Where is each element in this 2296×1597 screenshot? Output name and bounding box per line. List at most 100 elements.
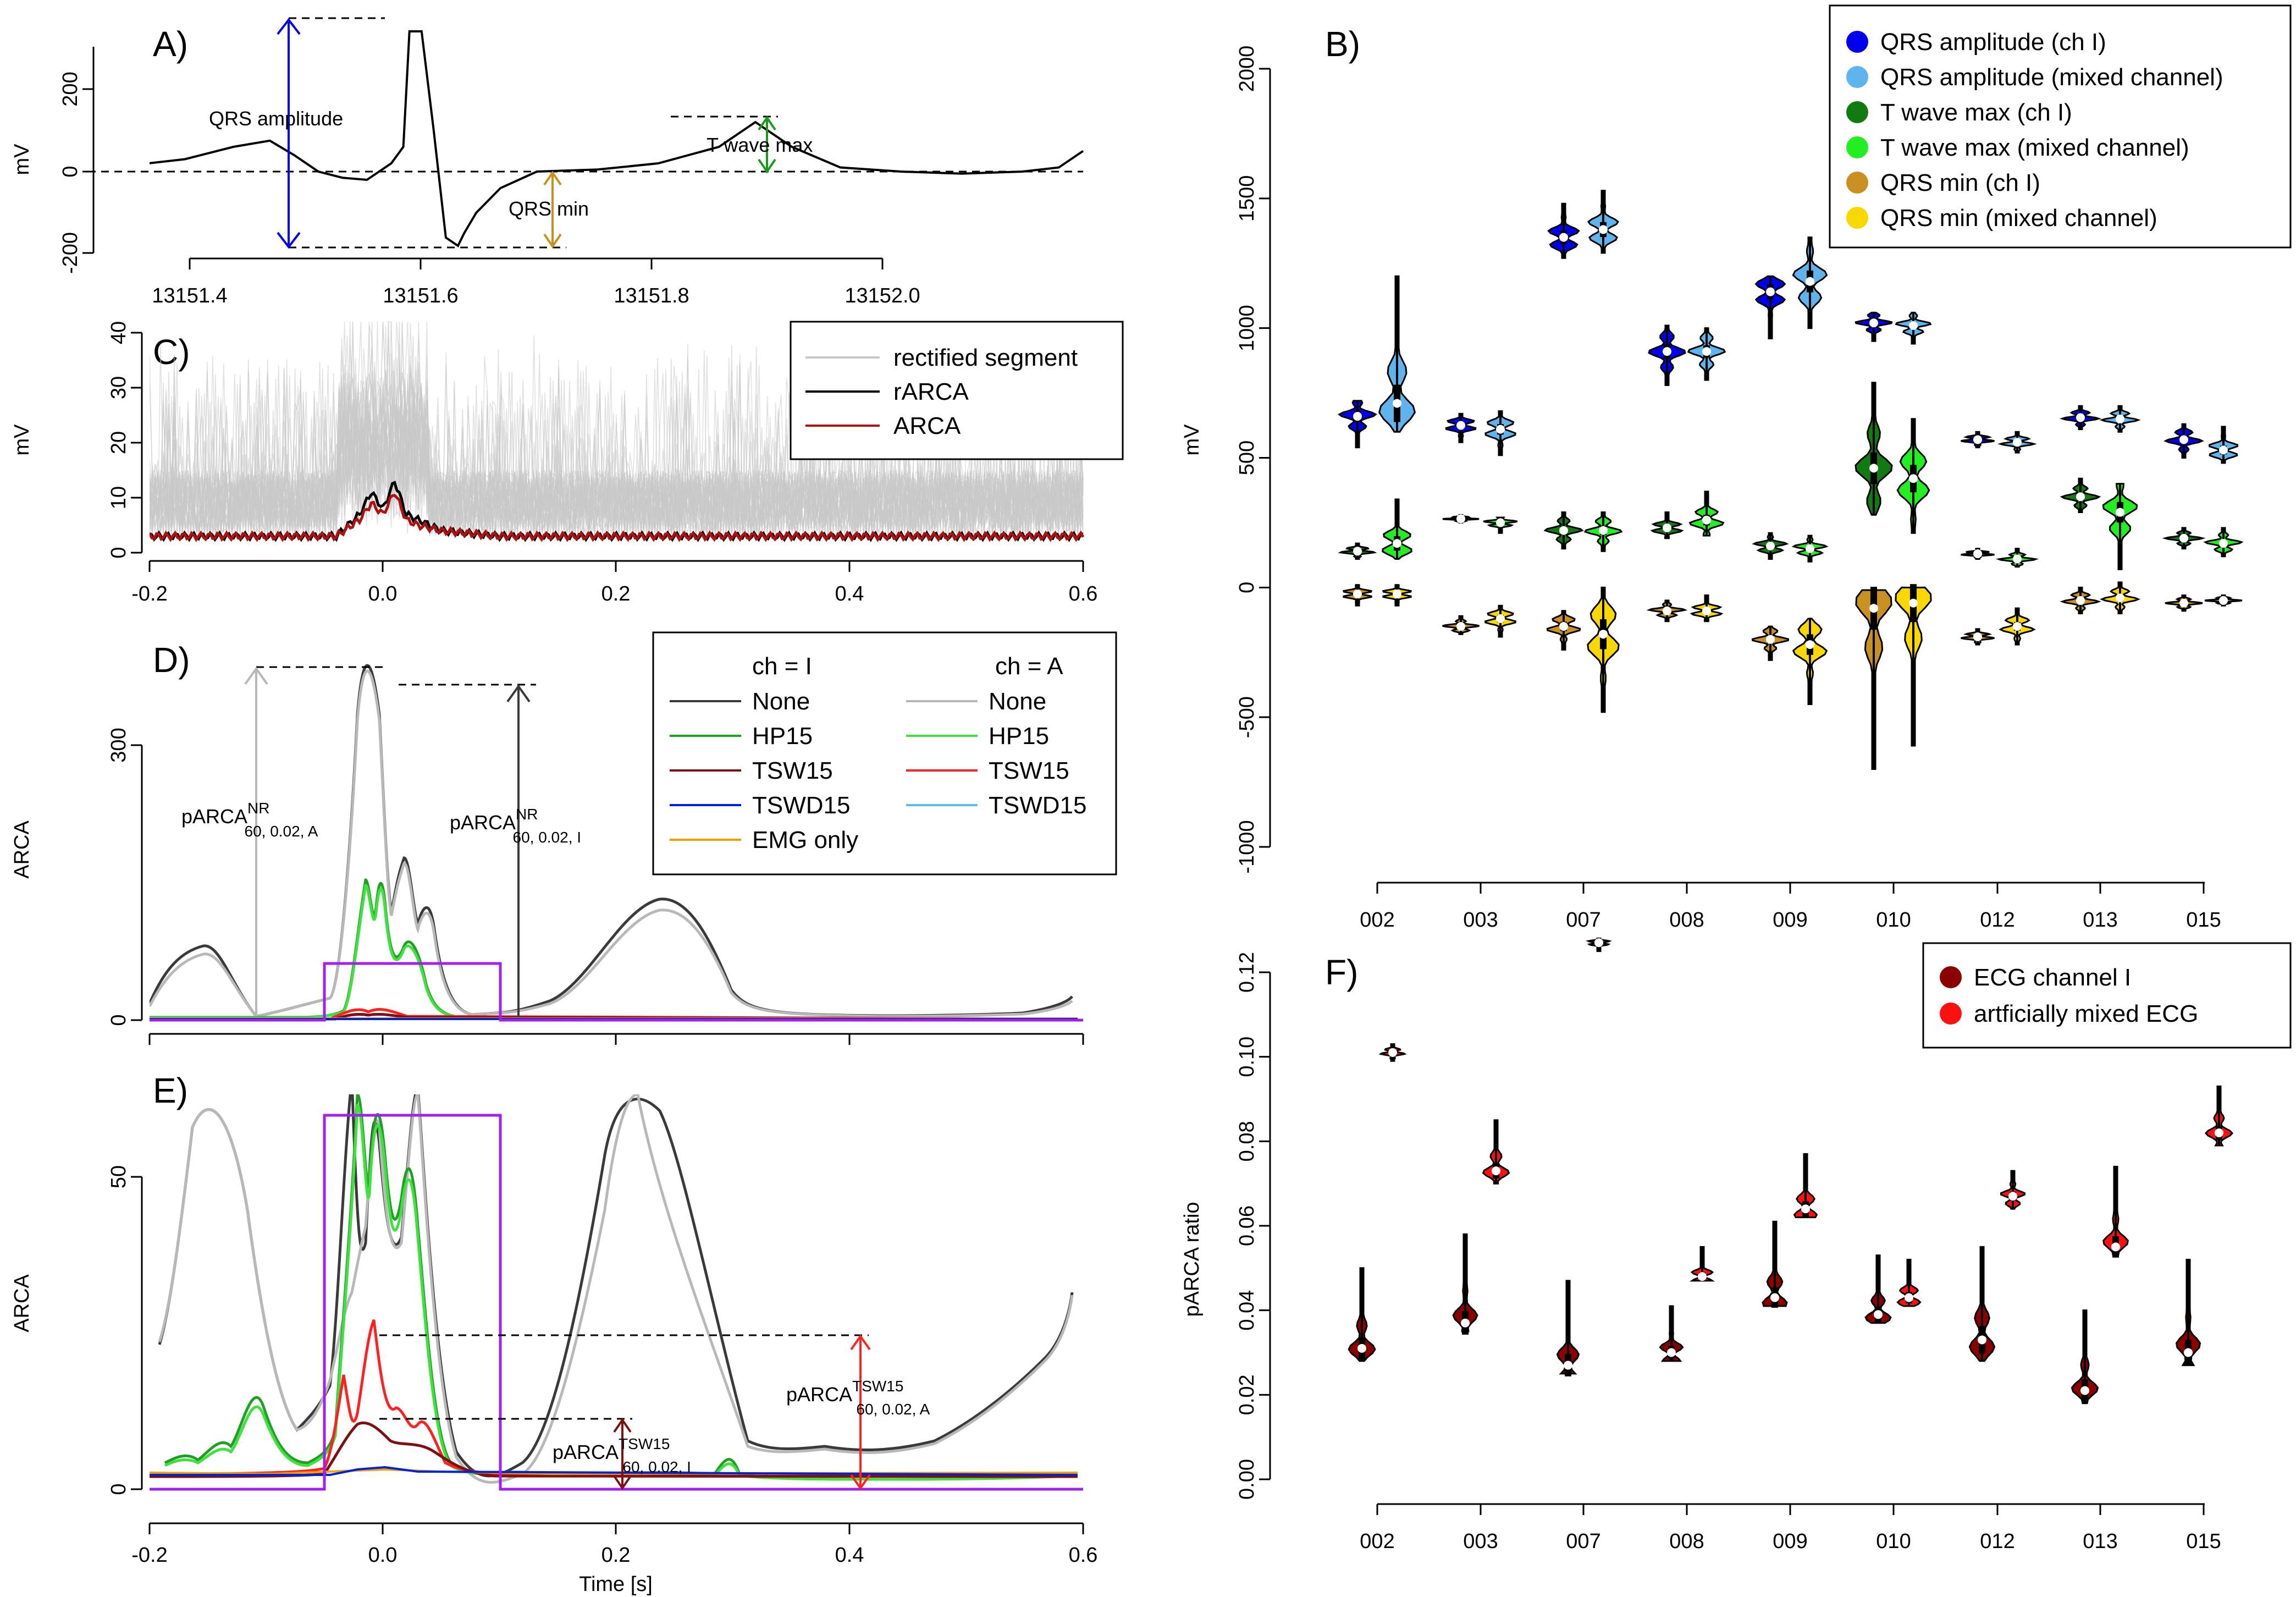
panel-e-traces [150,1094,1083,1491]
panel-d-legend-item: HP15 [989,723,1049,750]
rectified-segment-line [150,321,1084,535]
panel-c-label: C) [153,332,190,372]
panel-c-xtick-label: 0.2 [601,582,631,605]
panel-d-hp15-i-line [150,878,1078,1021]
panel-e-xtick-label: 0.0 [368,1544,398,1567]
ytick-label: 0.12 [1235,952,1259,993]
violin-median-point [1456,514,1465,524]
violin-median-point [1461,1318,1470,1328]
violin-median-point [1599,225,1608,234]
category-label: 013 [2083,1530,2117,1553]
category-label: 015 [2186,908,2221,932]
violin-median-point [1663,523,1671,532]
violin-median-point [2076,492,2085,502]
panel-c-xtick-label: 0.4 [835,582,864,605]
panel-f-legend: ECG channel I artficially mixed ECG [1922,942,2292,1049]
panel-e-tswd15-line [150,1466,1078,1476]
ytick-label: 0.10 [1235,1037,1259,1077]
panel-e-ylabel: ARCA [10,1274,34,1332]
violin-median-point [1806,640,1814,649]
violin-median-point [2179,533,2188,543]
violin-median-point [1806,277,1814,286]
ytick-label: 2000 [1235,46,1259,92]
violin-median-point [1973,435,1982,444]
panel-e: E) ARCA 0 50 -0.2 0.0 0.2 0.4 0.6 Time [… [10,1071,1097,1596]
panel-c-arca-line [150,494,1084,542]
category-label: 003 [1463,1530,1498,1553]
panel-d-legend-item: TSWD15 [989,792,1086,819]
violin-median-point [2116,508,2124,517]
panel-d-legend-item: HP15 [752,723,813,750]
panel-e-xlabel: Time [s] [579,1573,653,1596]
ytick-label: -1000 [1235,820,1259,873]
violin-median-point [1905,1293,1913,1302]
violin-median-point [1559,526,1568,535]
panel-f: F) pARCA ratio 0.000.020.040.060.080.100… [1180,937,2292,1553]
panel-c: C) mV 0 10 20 30 40 -0.2 0.0 0.2 0.4 0.6… [10,321,1124,605]
violin-median-point [1456,421,1465,430]
panel-e-hp15-a-line [164,1104,1073,1481]
violin-median-point [1496,518,1505,527]
violin-median-point [1559,233,1568,242]
category-label: 007 [1566,1530,1600,1553]
violin-median-point [2184,1348,2193,1357]
violin-median-point [1353,547,1362,556]
violin-median-point [2116,593,2124,603]
panel-f-xticks: 002 003 007 008 009 010 012 013 015 [1360,1504,2221,1553]
category-label: 012 [1980,908,2014,932]
panel-c-xtick-label: 0.0 [368,582,398,605]
panel-f-ylabel: pARCA ratio [1180,1202,1204,1317]
category-label: 012 [1980,1530,2014,1553]
violin-median-point [2219,596,2228,605]
ytick-label: 0.06 [1235,1205,1259,1246]
panel-a-xtick-label: 13151.6 [383,284,458,307]
violin-median-point [1594,938,1603,948]
panel-e-tsw15-a-line [150,1319,1078,1478]
panel-a-twave-label: T wave max [707,134,813,156]
panel-c-legend-rectified: rectified segment [893,344,1078,371]
violin-median-point [1663,606,1671,615]
category-label: 008 [1669,1530,1704,1553]
panel-d-tsw15-a-line [150,1007,1078,1021]
panel-e-label: E) [153,1071,188,1110]
panel-d-none-a-line [150,669,1073,1018]
violin-median-point [2111,1242,2120,1252]
panel-b-legend-item: T wave max (mixed channel) [1880,134,2189,161]
violin-median-point [1559,622,1568,631]
panel-d-ytick-label: 300 [107,728,130,762]
violin-median-point [1393,590,1401,599]
panel-d-legend-header-i: ch = I [752,653,812,680]
category-label: 003 [1463,908,1498,932]
violin-median-point [1702,606,1711,615]
panel-c-ytick-label: 20 [107,431,130,454]
violin-median-point [2076,413,2085,422]
panel-e-xticks [148,1523,1084,1534]
category-label: 009 [1773,1530,1807,1553]
panel-a: A) mV 200 0 -200 13151.4 13151.6 13151.8… [10,17,1084,307]
panel-d-legend-item: TSW15 [989,757,1069,784]
violin-median-point [2179,598,2188,608]
panel-b-legend-item: T wave max (ch I) [1880,99,2072,126]
panel-d-legend-item: None [989,688,1046,715]
panel-a-twave-arrowheads [758,115,776,174]
panel-c-yticks [131,332,142,554]
panel-b-xticks: 002 003 007 008 009 010 012 013 015 [1360,883,2221,932]
panel-b-violins [1338,190,2244,770]
panel-f-violins [1348,937,2234,1405]
panel-d-legend: ch = I ch = A None HP15 TSW15 TSWD15 EMG… [652,631,1117,875]
category-label: 002 [1360,1530,1394,1553]
panel-c-ytick-label: 10 [107,486,130,509]
violin-median-point [1564,1361,1572,1370]
violin-median-point [2008,1192,2017,1201]
ytick-label: 1500 [1235,175,1259,222]
panel-a-ylabel: mV [10,144,34,175]
panel-d-tsw15-i-line [150,1012,1078,1021]
violin-median-point [1978,1335,1986,1345]
panel-f-legend-item: artficially mixed ECG [1974,1000,2198,1027]
panel-c-ylabel: mV [10,424,34,456]
panel-d-hp15-a-line [150,884,1078,1021]
panel-b-legend-item: QRS min (ch I) [1880,169,2040,196]
panel-d-legend-item: TSW15 [752,757,833,784]
